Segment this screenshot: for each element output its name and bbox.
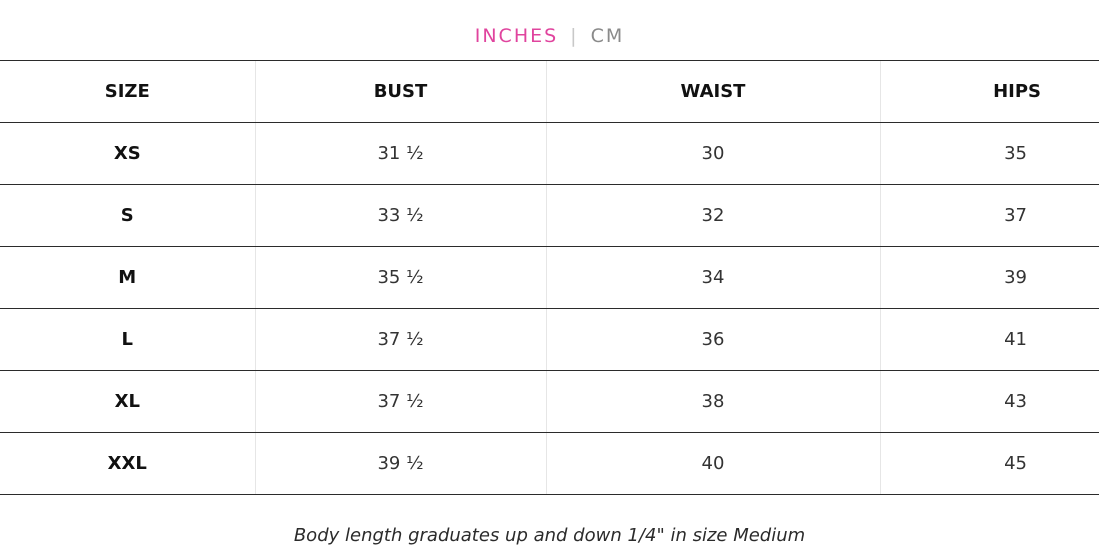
waist-cell: 32 (545, 184, 880, 247)
size-cell: XXL (0, 432, 255, 495)
table-row: XXL 39 ½ 40 45 (0, 432, 1099, 495)
hips-cell: 43 (879, 370, 1099, 433)
size-cell: M (0, 246, 255, 309)
table-row: S 33 ½ 32 37 (0, 184, 1099, 247)
hips-cell: 35 (879, 122, 1099, 185)
table-row: XL 37 ½ 38 43 (0, 370, 1099, 433)
bust-cell: 37 ½ (254, 308, 546, 371)
waist-cell: 36 (545, 308, 880, 371)
size-cell: XS (0, 122, 255, 185)
waist-cell: 38 (545, 370, 880, 433)
size-footnote: Body length graduates up and down 1/4" i… (293, 525, 806, 546)
size-cell: XL (0, 370, 255, 433)
unit-cm-tab[interactable]: CM (590, 25, 625, 47)
waist-cell: 40 (545, 432, 880, 495)
hips-cell: 39 (879, 246, 1099, 309)
unit-inches-tab[interactable]: INCHES (474, 25, 559, 47)
bust-cell: 33 ½ (254, 184, 546, 247)
table-row: XS 31 ½ 30 35 (0, 122, 1099, 185)
header-size: SIZE (0, 60, 255, 123)
table-row: L 37 ½ 36 41 (0, 308, 1099, 371)
waist-cell: 30 (545, 122, 880, 185)
bust-cell: 31 ½ (254, 122, 546, 185)
size-chart-table: SIZE BUST WAIST HIPS XS 31 ½ 30 35 S 33 … (0, 60, 1099, 495)
waist-cell: 34 (545, 246, 880, 309)
unit-separator: | (570, 25, 579, 47)
hips-cell: 37 (879, 184, 1099, 247)
bust-cell: 35 ½ (254, 246, 546, 309)
size-cell: S (0, 184, 255, 247)
hips-cell: 45 (879, 432, 1099, 495)
size-cell: L (0, 308, 255, 371)
bust-cell: 37 ½ (254, 370, 546, 433)
table-header-row: SIZE BUST WAIST HIPS (0, 60, 1099, 123)
header-hips: HIPS (879, 60, 1099, 123)
table-row: M 35 ½ 34 39 (0, 246, 1099, 309)
unit-toggle: INCHES | CM (0, 24, 1099, 48)
header-waist: WAIST (545, 60, 880, 123)
bust-cell: 39 ½ (254, 432, 546, 495)
hips-cell: 41 (879, 308, 1099, 371)
header-bust: BUST (254, 60, 546, 123)
